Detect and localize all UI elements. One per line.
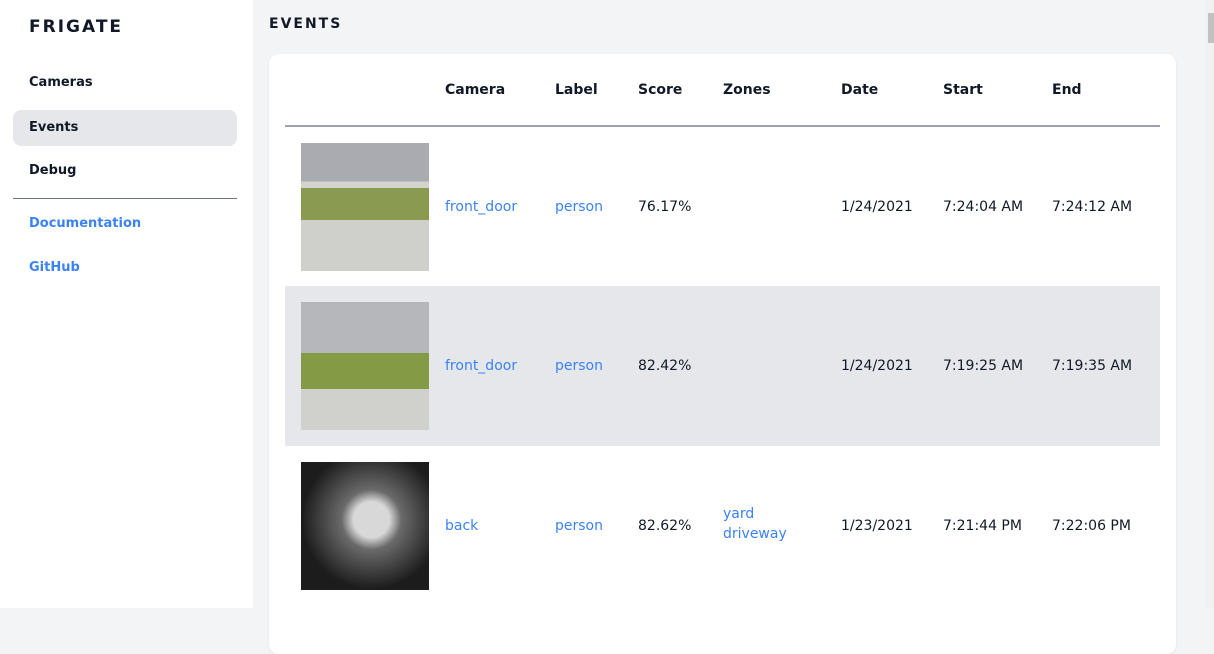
end-time: 7:22:06 PM [1052, 518, 1131, 534]
main-content: EVENTS Camera Label Score Zones Date Sta… [253, 0, 1206, 654]
event-thumbnail[interactable] [301, 462, 429, 590]
label-link[interactable]: person [555, 518, 603, 534]
col-label: Label [555, 54, 638, 127]
end-time: 7:24:12 AM [1052, 198, 1133, 215]
zones [723, 126, 841, 286]
scrollbar[interactable] [1206, 0, 1214, 608]
sidebar-item-cameras[interactable]: Cameras [29, 75, 93, 90]
col-score: Score [638, 54, 723, 127]
zones [723, 286, 841, 446]
score: 82.62% [638, 518, 692, 534]
events-card: Camera Label Score Zones Date Start End … [269, 54, 1176, 654]
start-time: 7:24:04 AM [943, 198, 1024, 215]
col-thumbnail [285, 54, 445, 127]
documentation-link[interactable]: Documentation [29, 216, 142, 231]
zones: yard driveway [723, 446, 841, 606]
page-title: EVENTS [269, 16, 343, 32]
score: 76.17% [638, 198, 692, 215]
events-table: Camera Label Score Zones Date Start End … [285, 54, 1160, 606]
brand-logo: FRIGATE [29, 17, 124, 37]
label-link[interactable]: person [555, 198, 603, 215]
sidebar-item-debug[interactable]: Debug [29, 163, 77, 178]
event-thumbnail[interactable] [301, 142, 429, 271]
zone-link[interactable]: yard [723, 506, 755, 522]
score: 82.42% [638, 286, 723, 446]
col-camera: Camera [445, 54, 555, 127]
camera-link[interactable]: front_door [445, 198, 518, 215]
sidebar-divider [13, 198, 237, 199]
github-link[interactable]: GitHub [29, 260, 80, 275]
date: 1/24/2021 [841, 286, 943, 446]
col-date: Date [841, 54, 943, 127]
date: 1/23/2021 [841, 518, 913, 534]
scrollbar-thumb[interactable] [1208, 13, 1214, 43]
sidebar-item-events[interactable]: Events [13, 110, 237, 146]
table-row[interactable]: back person 82.62% yard driveway 1/23/202… [285, 446, 1160, 606]
sidebar: FRIGATE Cameras Events Debug Documentati… [0, 0, 253, 608]
col-zones: Zones [723, 54, 841, 127]
col-start: Start [943, 54, 1052, 127]
col-end: End [1052, 54, 1160, 127]
camera-link[interactable]: back [445, 518, 479, 534]
end-time: 7:19:35 AM [1052, 286, 1160, 446]
start-time: 7:21:44 PM [943, 518, 1022, 534]
event-thumbnail[interactable] [301, 302, 429, 430]
label-link[interactable]: person [555, 358, 603, 374]
camera-link[interactable]: front_door [445, 358, 518, 374]
table-row[interactable]: front_door person 82.42% 1/24/2021 7:19:… [285, 286, 1160, 446]
start-time: 7:19:25 AM [943, 286, 1052, 446]
table-row[interactable]: front_door person 76.17% 1/24/2021 7:24:… [285, 126, 1160, 286]
zone-link[interactable]: driveway [723, 526, 787, 542]
date: 1/24/2021 [841, 198, 913, 215]
